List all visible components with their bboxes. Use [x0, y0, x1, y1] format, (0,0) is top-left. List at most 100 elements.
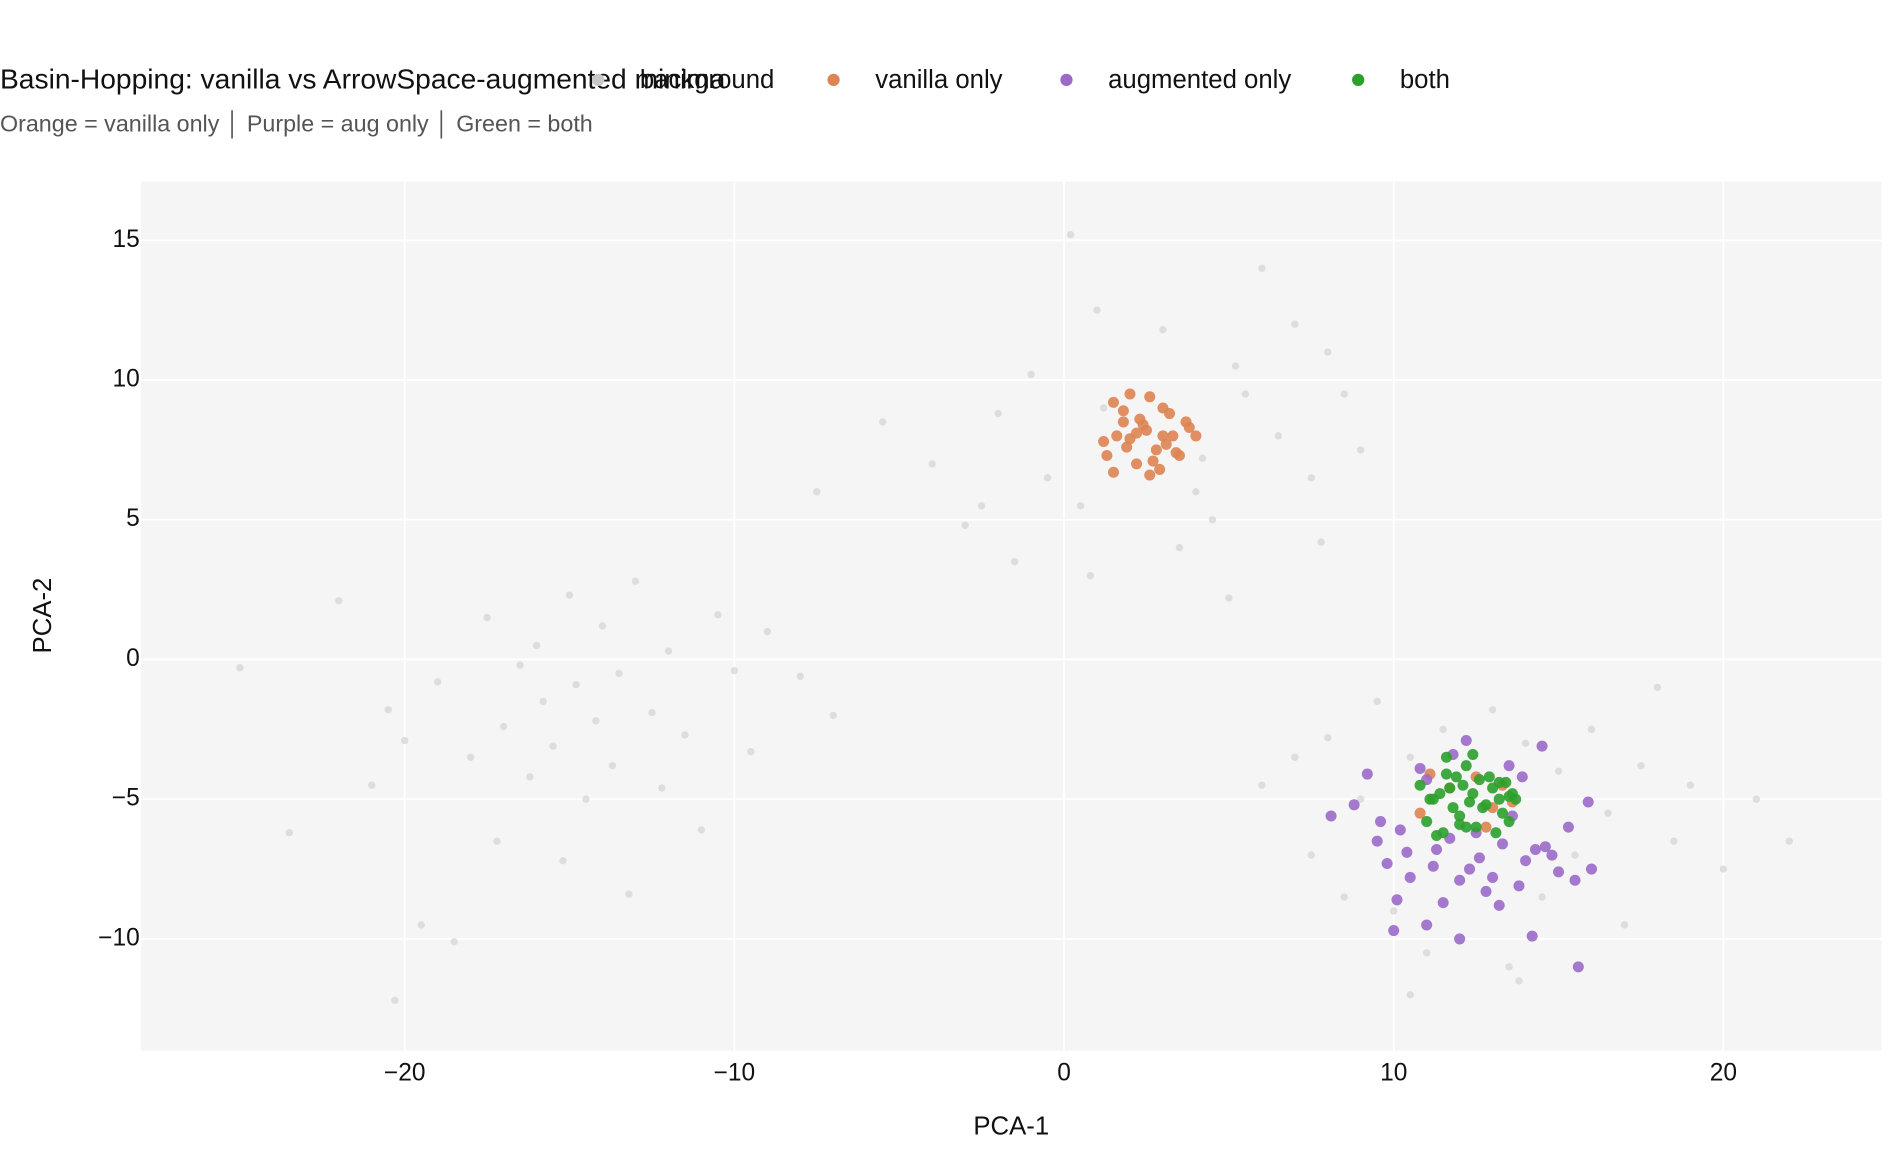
scatter-point	[1117, 405, 1129, 417]
scatter-point	[1098, 435, 1110, 448]
legend-label: augmented only	[1108, 66, 1291, 94]
scatter-point	[1457, 779, 1469, 791]
background-point	[1785, 837, 1793, 845]
scatter-point	[1144, 469, 1156, 481]
background-point	[1027, 370, 1035, 379]
legend-marker	[1352, 73, 1365, 86]
grid	[140, 181, 1882, 1051]
background-point	[1488, 706, 1497, 714]
scatter-point	[1107, 396, 1120, 408]
scatter-point	[1520, 855, 1532, 867]
background-point	[1241, 390, 1250, 398]
scatter-point	[1546, 849, 1558, 861]
scatter-point	[1437, 897, 1449, 909]
plot-area	[140, 181, 1882, 1051]
scatter-point	[1529, 843, 1541, 856]
background-point	[1307, 474, 1315, 482]
scatter-point	[1473, 774, 1485, 786]
background-point	[631, 577, 640, 585]
scatter-point	[1513, 880, 1525, 892]
legend-marker	[592, 73, 605, 86]
background-point	[1175, 544, 1184, 552]
scatter-point	[1467, 788, 1479, 800]
background-point	[697, 826, 706, 834]
scatter-point	[1131, 427, 1143, 439]
scatter-point	[1464, 863, 1476, 875]
scatter-point	[1414, 807, 1426, 819]
background-point	[1357, 795, 1365, 803]
background-point	[565, 591, 574, 599]
background-point	[1307, 851, 1315, 859]
background-point	[1324, 348, 1332, 356]
background-point	[1225, 594, 1233, 602]
scatter-point	[1539, 841, 1551, 853]
scatter-point	[1503, 790, 1515, 802]
background-point	[285, 829, 293, 837]
scatter-point	[1180, 416, 1192, 428]
background-point	[1686, 781, 1695, 789]
background-point	[1670, 837, 1678, 845]
scatter-point	[1503, 760, 1515, 772]
scatter-point	[1526, 930, 1538, 942]
scatter-point	[1414, 779, 1426, 791]
background-point	[384, 706, 392, 714]
scatter-point	[1121, 441, 1133, 453]
x-tick-label: −20	[384, 1059, 426, 1086]
scatter-point	[1444, 782, 1456, 794]
scatter-point	[1107, 466, 1120, 478]
scatter-point	[1147, 455, 1159, 467]
background-point	[1340, 390, 1348, 398]
scatter-point	[1440, 768, 1452, 780]
scatter-point	[1325, 810, 1337, 822]
background-point	[1324, 734, 1332, 742]
background-point	[401, 736, 409, 745]
scatter-point	[1160, 438, 1172, 450]
scatter-point	[1464, 796, 1476, 808]
scatter-point	[1496, 807, 1509, 819]
background-point	[582, 795, 590, 803]
background-point	[1554, 767, 1563, 775]
scatter-point	[1460, 821, 1472, 833]
legend-label: both	[1400, 66, 1450, 94]
background-point	[928, 460, 936, 468]
background-point	[658, 784, 666, 792]
background-point	[433, 678, 442, 686]
background-point	[368, 781, 376, 789]
background-point	[1066, 231, 1075, 239]
background-point	[1521, 739, 1530, 747]
background-point	[335, 597, 343, 605]
scatter-point	[1101, 449, 1113, 461]
background-point	[747, 748, 755, 756]
scatter-point	[1490, 827, 1502, 839]
y-axis-label: PCA-2	[29, 578, 57, 654]
scatter-point	[1401, 846, 1413, 858]
scatter-point	[1493, 899, 1505, 911]
scatter-point	[1348, 799, 1360, 811]
background-point	[1390, 907, 1398, 915]
scatter-point	[1154, 463, 1166, 475]
background-point	[977, 502, 986, 510]
background-point	[1439, 725, 1447, 734]
y-tick-label: 0	[126, 645, 140, 672]
scatter-point	[1470, 821, 1482, 833]
scatter-point	[1516, 771, 1528, 783]
scatter-point	[1487, 871, 1499, 883]
background-point	[763, 627, 772, 636]
background-point	[1571, 851, 1579, 859]
scatter-point	[1536, 740, 1548, 752]
background-point	[391, 996, 399, 1005]
background-point	[1538, 893, 1546, 901]
scatter-point	[1117, 416, 1129, 428]
x-tick-label: 20	[1710, 1059, 1737, 1086]
scatter-point	[1157, 430, 1169, 442]
background-point	[1406, 753, 1414, 761]
background-point	[879, 418, 887, 426]
scatter-point	[1150, 444, 1162, 456]
scatter-point	[1454, 933, 1466, 945]
scatter-point	[1500, 776, 1512, 788]
y-tick-label: 15	[112, 226, 139, 253]
scatter-point	[1388, 925, 1400, 937]
background-point	[994, 409, 1002, 418]
scatter-point	[1553, 866, 1565, 878]
legend-label: background	[640, 66, 775, 94]
